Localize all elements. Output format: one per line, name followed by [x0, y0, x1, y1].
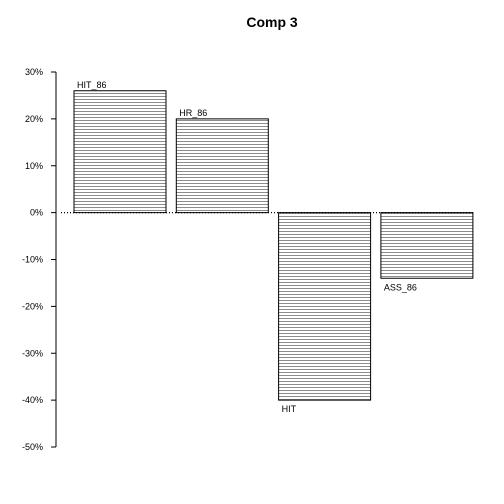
- y-tick-label: -20%: [22, 301, 43, 311]
- y-tick-label: -30%: [22, 348, 43, 358]
- y-tick-label: -50%: [22, 442, 43, 452]
- bar-label: ASS_86: [384, 282, 417, 292]
- bar-hr-86: [175, 118, 269, 214]
- y-tick-label: 10%: [25, 161, 43, 171]
- y-axis: 30% 20% 10% 0% -10% -20% -30% -40% -50%: [22, 67, 57, 452]
- y-tick-label: 20%: [25, 114, 43, 124]
- bar-ass-86: [380, 212, 474, 279]
- bar-label: HIT: [282, 404, 297, 414]
- bars: [73, 90, 474, 401]
- bar-hit: [278, 212, 372, 401]
- y-tick-label: 30%: [25, 67, 43, 77]
- y-tick-label: 0%: [30, 208, 43, 218]
- y-tick-label: -40%: [22, 395, 43, 405]
- bar-labels: HIT_86 HR_86 HIT ASS_86: [77, 80, 417, 414]
- y-tick-label: -10%: [22, 255, 43, 265]
- chart-title: Comp 3: [246, 14, 298, 30]
- bar-label: HIT_86: [77, 80, 107, 90]
- bar-label: HR_86: [179, 108, 207, 118]
- bar-hit-86: [73, 90, 167, 214]
